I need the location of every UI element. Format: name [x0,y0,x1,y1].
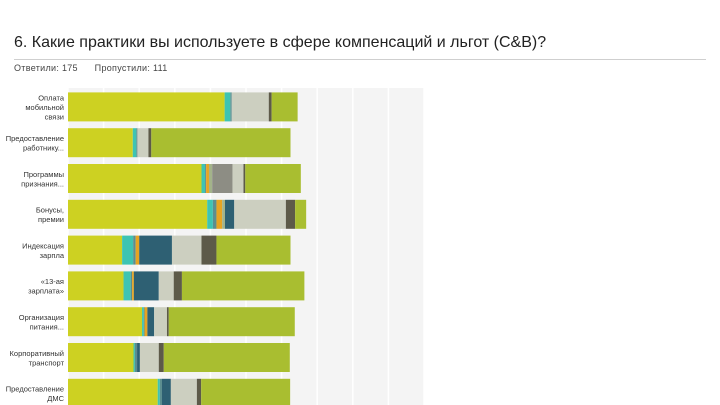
bar-segment [68,378,158,405]
bar-segment [224,92,231,122]
bar-segment [166,307,169,337]
bar-segment [151,128,291,158]
bar-row [68,164,301,193]
bar-segment [285,199,296,229]
bar-segment [135,235,140,265]
bar-segment [234,199,286,229]
bar-segment [207,199,213,229]
question-title: 6. Какие практики вы используете в сфере… [14,34,547,51]
bar-segment [171,235,202,265]
bar-segment [232,164,244,193]
bar-segment [231,92,269,122]
bar-segment [68,271,124,301]
bar-segment [196,378,202,405]
bar-segment [139,343,159,372]
bar-segment [206,164,209,193]
bar-segment [205,164,207,193]
bar-row [68,378,291,405]
bar-segment [122,235,134,265]
bar-segment [68,343,134,372]
bar-segment [68,307,143,337]
bar-segment [136,128,138,158]
bar-segment [134,343,138,372]
skipped-count: Пропустили: 111 [94,63,168,73]
bar-segment [243,164,246,193]
bar-segment [158,343,164,372]
bar-segment [133,271,159,301]
category-label: Бонусы, премии [36,206,64,225]
bar-segment [201,235,217,265]
category-label: Предоставление работнику... [6,134,64,153]
bar-row [68,343,290,372]
bar-segment [271,92,298,122]
bar-segment [168,307,295,337]
answered-count: Ответили: 175 [14,63,78,73]
bar-segment [68,199,208,229]
bar-segment [133,235,136,265]
bar-row [68,92,298,122]
bar-segment [154,307,167,337]
bar-row [68,271,305,301]
category-label: Индексация зарпла [22,241,65,260]
bar-segment [123,271,131,301]
bar-segment [157,378,160,405]
bar-segment [245,164,301,193]
bar-segment [137,128,149,158]
bar-row [68,199,307,229]
bar-segment [68,92,225,122]
bar-segment [158,271,174,301]
bar-segment [132,128,137,158]
bar-segment [133,343,135,372]
chart-bars [68,92,307,405]
bar-segment [130,271,133,301]
bar-segment [173,271,182,301]
category-label: Оплата мобильной связи [25,93,64,121]
bar-segment [159,378,162,405]
response-counts: Ответили: 175 Пропустили: 111 [14,63,182,73]
bar-segment [230,92,232,122]
bar-segment [139,235,172,265]
category-label: Предоставление ДМС [6,385,65,404]
bar-segment [268,92,272,122]
bar-segment [216,235,291,265]
title-divider [14,59,706,60]
bar-segment [222,199,225,229]
bar-segment [144,307,148,337]
bar-row [68,235,291,265]
bar-segment [208,164,213,193]
bar-segment [147,307,155,337]
bar-segment [161,378,171,405]
bar-segment [201,164,206,193]
bar-segment [68,164,202,193]
bar-segment [163,343,290,372]
chart-category-labels: Оплата мобильной связи Предоставление работн… [6,93,65,403]
bar-row [68,128,291,158]
bar-segment [224,199,235,229]
bar-row [68,307,295,337]
bar-segment [181,271,305,301]
category-label: «13-ая зарплата» [28,277,64,296]
bar-segment [148,128,152,158]
bar-segment [143,307,145,337]
bar-segment [132,271,134,301]
bar-segment [212,199,217,229]
bar-segment [212,164,233,193]
bar-segment [295,199,307,229]
bar-segment [216,199,223,229]
category-label: Организация питания... [19,313,64,332]
bar-segment [68,128,133,158]
bar-segment [201,378,291,405]
bar-segment [137,343,140,372]
bar-segment [68,235,123,265]
category-label: Программы признания... [21,170,64,189]
category-label: Корпоративный транспорт [10,349,65,368]
bar-segment [142,307,144,337]
bar-segment [170,378,197,405]
